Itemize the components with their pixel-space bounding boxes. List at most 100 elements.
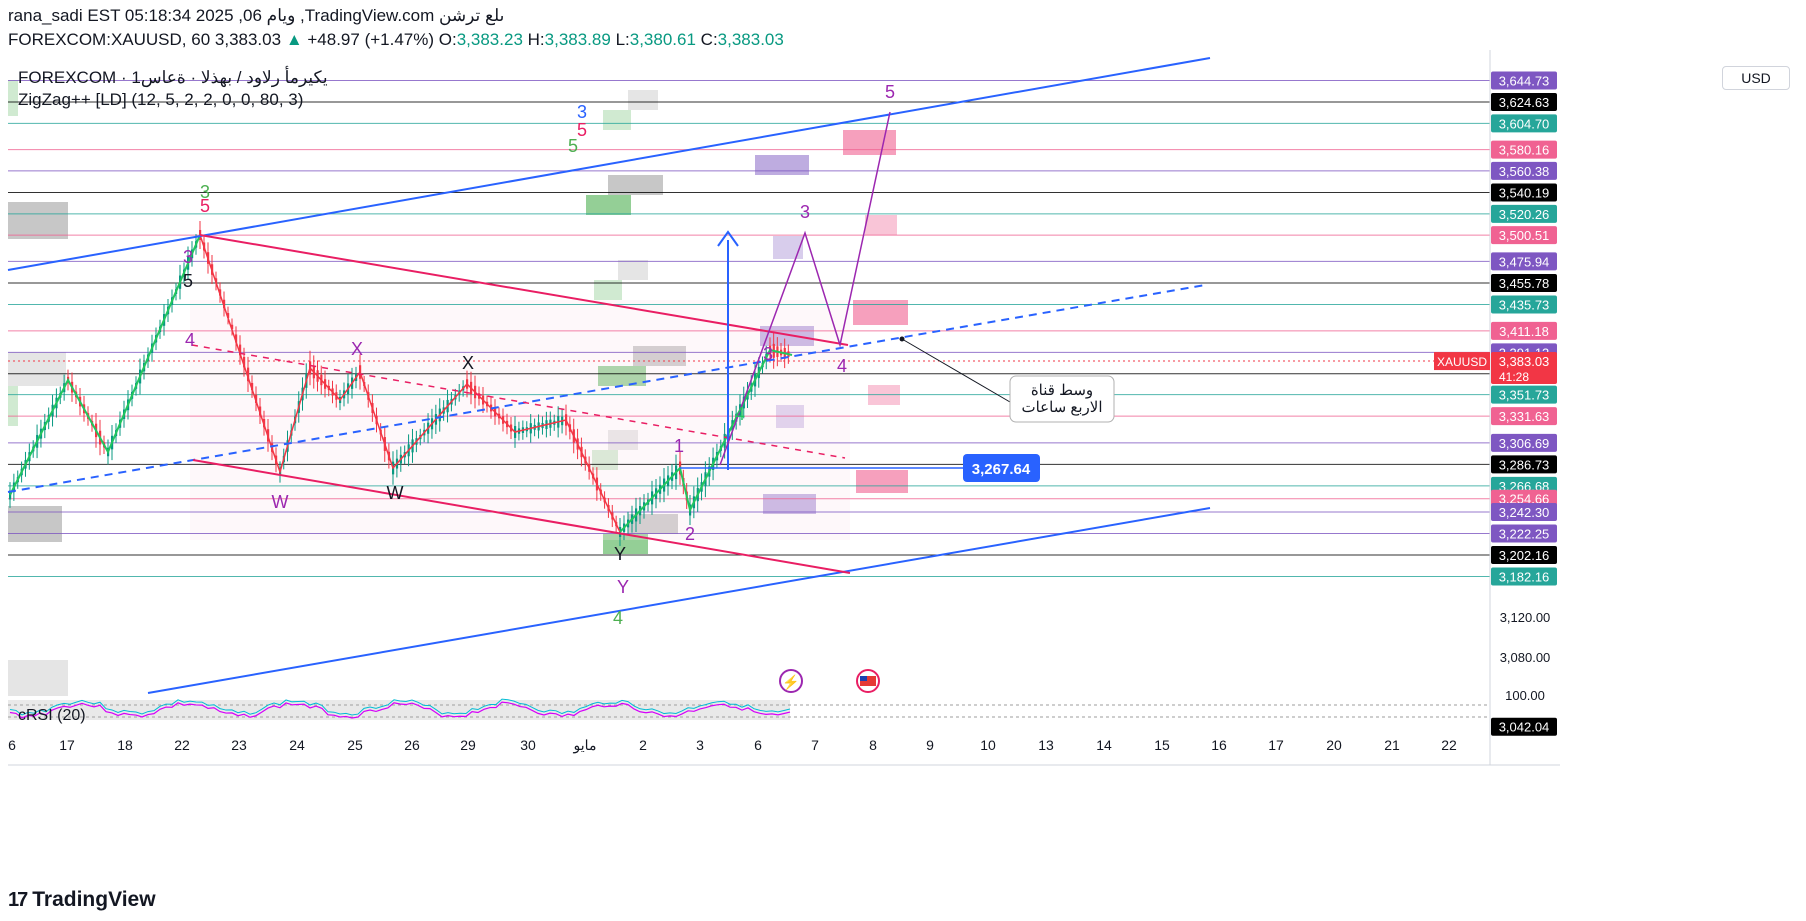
time-tick-3: 22 — [174, 737, 190, 753]
us-flag-canton — [860, 676, 867, 681]
us-flag-stripes — [860, 676, 876, 686]
level-tag-8 — [1491, 252, 1557, 271]
time-tick-15: 8 — [869, 737, 877, 753]
level-tag-4 — [1491, 161, 1557, 180]
level-tag-17 — [1491, 455, 1557, 474]
level-label-15: 3,331.63 — [1499, 409, 1550, 424]
level-label-0: 3,644.73 — [1499, 73, 1550, 88]
rsi-pane: cRSI (20) — [8, 698, 1490, 724]
symbol-label: FOREXCOM:XAUUSD, 60 — [8, 30, 211, 49]
lightning-icon — [779, 669, 803, 693]
tradingview-mark-icon: 17 — [8, 888, 28, 911]
wave-label-4: 5 — [200, 196, 210, 216]
time-tick-19: 14 — [1096, 737, 1112, 753]
zone-box-13 — [592, 450, 618, 470]
currency-button[interactable]: USD — [1722, 66, 1790, 90]
wedge-lower-line — [192, 459, 851, 574]
time-tick-25: 22 — [1441, 737, 1457, 753]
level-label-5: 3,540.19 — [1499, 186, 1550, 201]
zone-box-2 — [8, 506, 62, 542]
open-label: O: — [438, 30, 457, 49]
change-value: +48.97 (+1.47%) — [307, 30, 435, 49]
zone-box-1 — [8, 352, 66, 386]
wave-label-6: 5 — [183, 271, 193, 291]
level-tag-7 — [1491, 226, 1557, 245]
high-value: 3,383.89 — [544, 30, 611, 49]
symbol-tag-label: XAUUSD — [1437, 355, 1487, 369]
wave-label-8: X — [351, 339, 363, 359]
level-tag-24 — [1491, 717, 1557, 736]
time-tick-20: 15 — [1154, 737, 1170, 753]
zone-box-11 — [598, 366, 646, 386]
low-value: 3,380.61 — [629, 30, 696, 49]
zone-box-27 — [8, 386, 18, 426]
wave-label-13: 2 — [685, 524, 695, 544]
wave-label-17: Y — [614, 544, 626, 564]
level-label-21: 3,222.25 — [1499, 526, 1550, 541]
level-label-6: 3,520.26 — [1499, 207, 1550, 222]
wave-label-14: 3 — [800, 202, 810, 222]
level-tag-22 — [1491, 546, 1557, 564]
current-price-label: 3,383.03 — [1499, 354, 1550, 369]
wave-label-21: 4 — [735, 404, 745, 424]
level-label-24: 3,042.04 — [1499, 720, 1550, 735]
time-tick-6: 25 — [347, 737, 363, 753]
header-line-1: rana_sadi EST 05:18:34 2025 ,06 ويام ,Tr… — [8, 6, 504, 26]
symbol-tag — [1434, 352, 1490, 371]
zone-box-20 — [853, 300, 908, 325]
zone-box-8 — [618, 260, 648, 280]
wave-label-20: 3 — [763, 344, 773, 364]
level-tag-14 — [1491, 385, 1557, 404]
level-tag-9 — [1491, 274, 1557, 293]
zigzag-up-1 — [9, 234, 201, 496]
price-tick-0: 3,120.00 — [1500, 610, 1551, 625]
time-tick-9: 30 — [520, 737, 536, 753]
brand-text: TradingView — [32, 888, 156, 911]
wave-label-11: W — [387, 483, 404, 503]
zigzag-up-2 — [619, 348, 793, 533]
level-tag-6 — [1491, 204, 1557, 223]
zone-box-4 — [628, 90, 658, 110]
legend-symbol[interactable]: FOREXCOM · يكيرمأ رلاود / بهذلا · ةعاس1 — [18, 68, 328, 87]
level-tag-0 — [1491, 71, 1557, 90]
channel-upper-line — [7, 57, 1211, 271]
candle-body — [243, 356, 246, 368]
wave-label-16: 5 — [885, 82, 895, 102]
wave-label-0: 3 — [577, 102, 587, 122]
time-tick-21: 16 — [1211, 737, 1227, 753]
wave-label-15: 4 — [837, 356, 847, 376]
zone-box-15 — [603, 534, 648, 554]
zone-box-6 — [608, 175, 663, 195]
level-tag-21 — [1491, 524, 1557, 543]
time-tick-12: 3 — [696, 737, 704, 753]
tradingview-logo[interactable]: 17 TradingView — [8, 888, 156, 912]
level-tag-11 — [1491, 321, 1557, 340]
wave-label-5: 3 — [183, 247, 193, 267]
level-label-8: 3,475.94 — [1499, 254, 1550, 269]
candle-body — [231, 324, 234, 330]
wave-label-9: X — [462, 353, 474, 373]
time-tick-18: 13 — [1038, 737, 1054, 753]
candle-body — [227, 313, 230, 318]
callout-text-2: الاربع ساعات — [1021, 399, 1102, 416]
rsi-band — [8, 700, 790, 720]
level-tag-16 — [1491, 433, 1557, 452]
level-label-19: 3,254.66 — [1499, 492, 1550, 507]
legend-zigzag[interactable]: ZigZag++ [LD] (12, 5, 2, 2, 0, 0, 80, 3) — [18, 90, 304, 109]
time-tick-17: 10 — [980, 737, 996, 753]
level-tag-1 — [1491, 93, 1557, 111]
time-tick-8: 29 — [460, 737, 476, 753]
zone-box-0 — [8, 202, 68, 239]
time-tick-10: مايو — [573, 737, 597, 754]
projected-wave-path — [719, 111, 891, 466]
wave-label-19: 4 — [613, 608, 623, 628]
high-label: H: — [527, 30, 545, 49]
zone-box-9 — [594, 280, 622, 300]
wave-label-3: 3 — [200, 182, 210, 202]
callout-text-1: وسط قناة — [1031, 382, 1093, 399]
lightning-glyph: ⚡ — [782, 674, 799, 691]
candle-body — [251, 382, 254, 391]
up-arrow-icon: ▲ — [285, 30, 303, 49]
